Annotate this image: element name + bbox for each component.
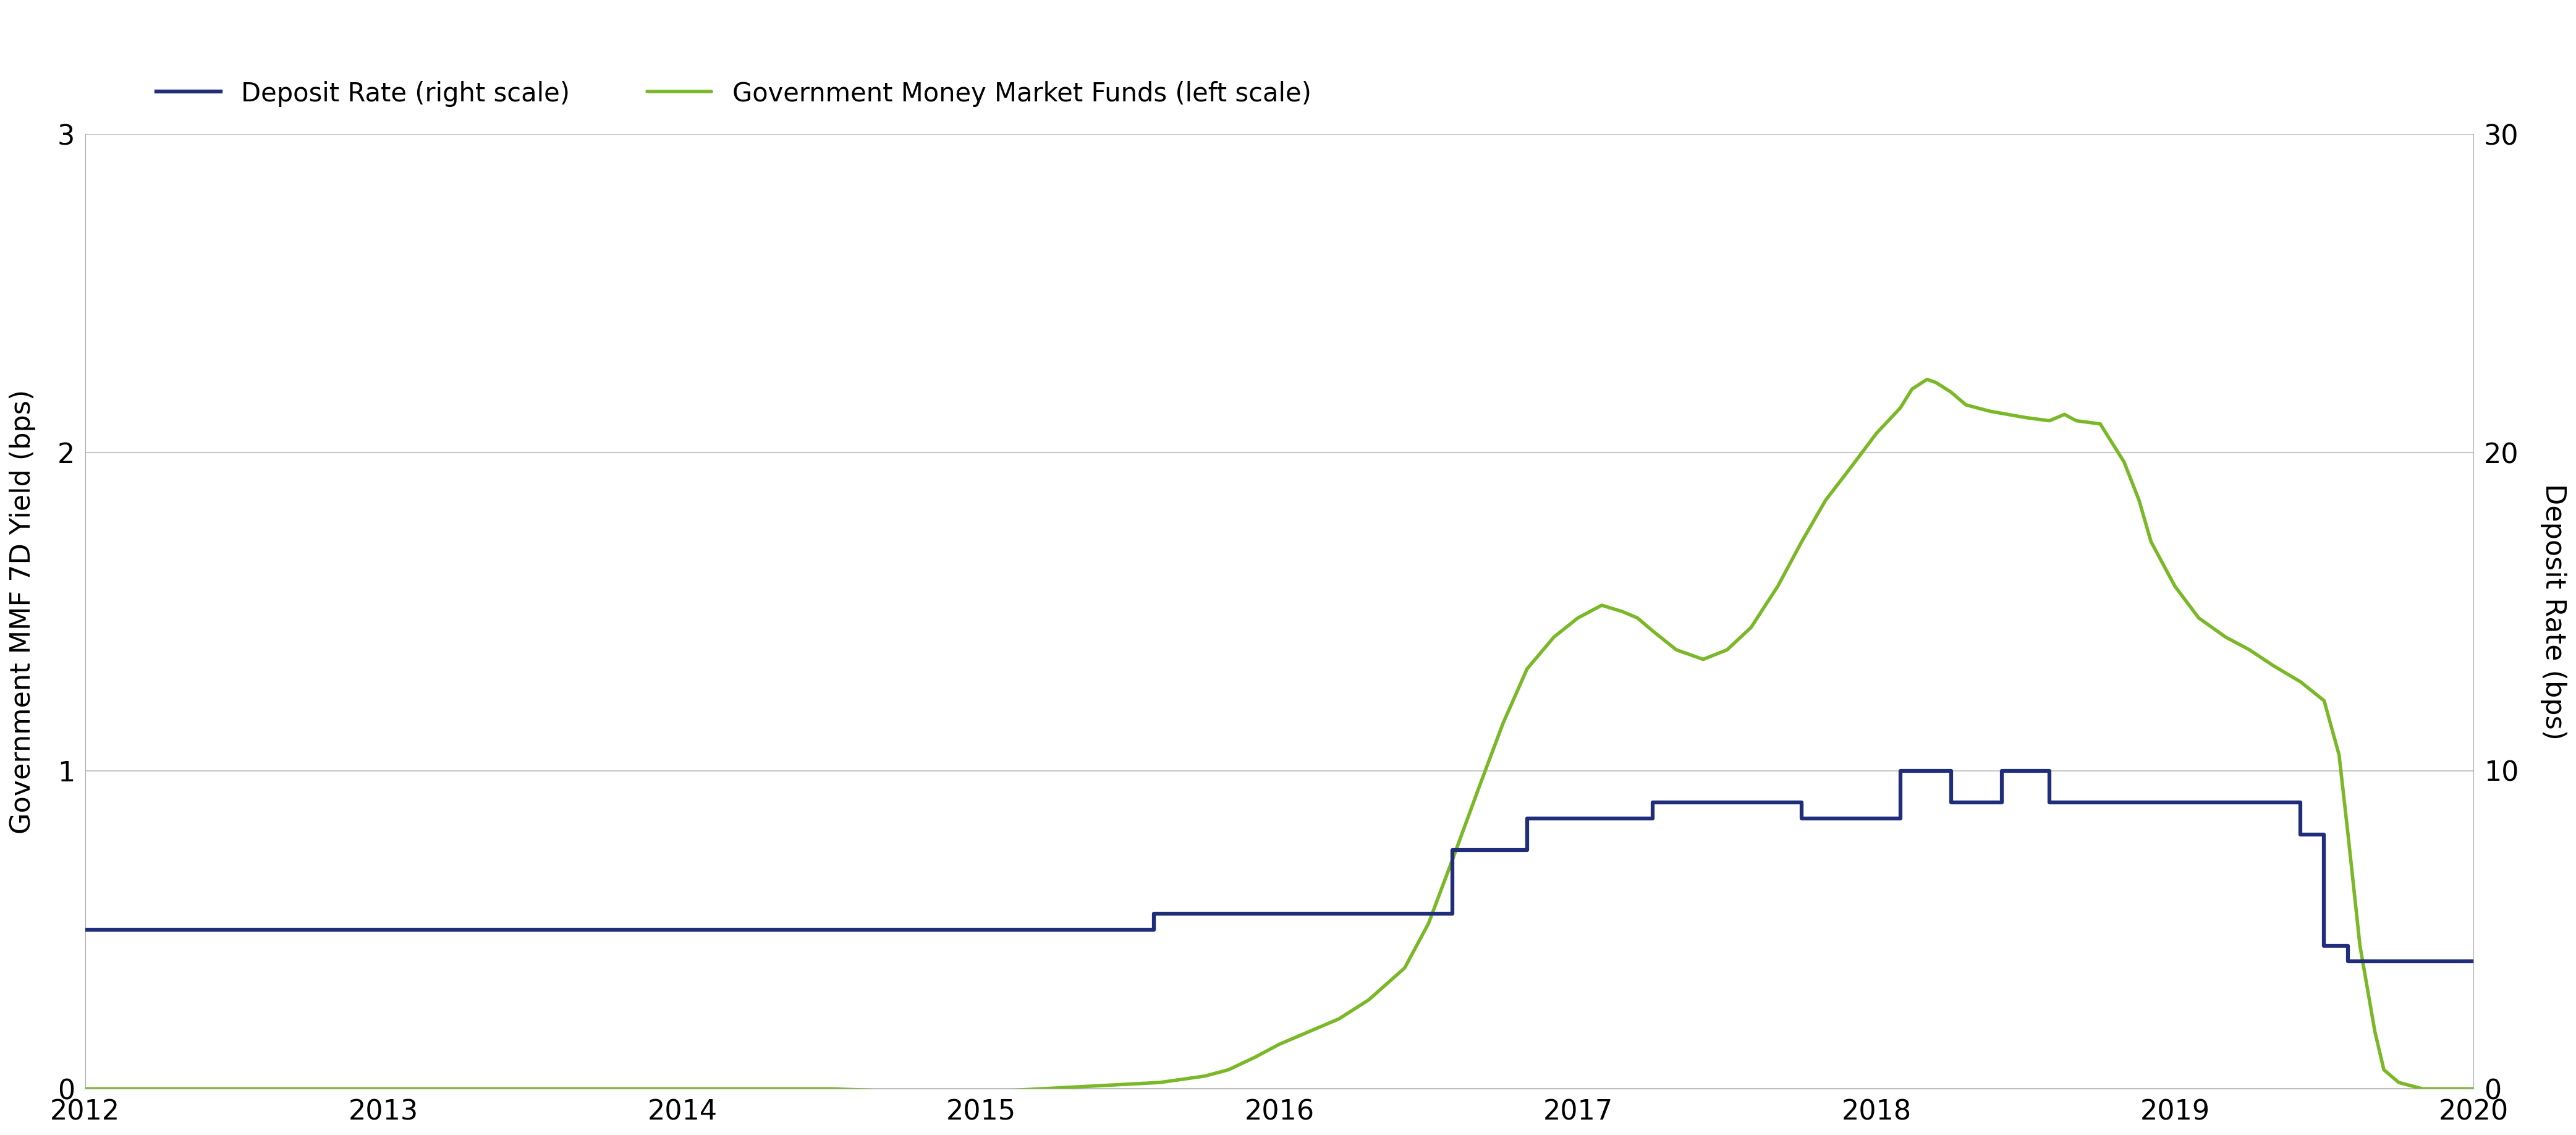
Legend: Deposit Rate (right scale), Government Money Market Funds (left scale): Deposit Rate (right scale), Government M… <box>147 70 1321 118</box>
Y-axis label: Deposit Rate (bps): Deposit Rate (bps) <box>2540 484 2566 740</box>
Y-axis label: Government MMF 7D Yield (bps): Government MMF 7D Yield (bps) <box>10 389 36 834</box>
